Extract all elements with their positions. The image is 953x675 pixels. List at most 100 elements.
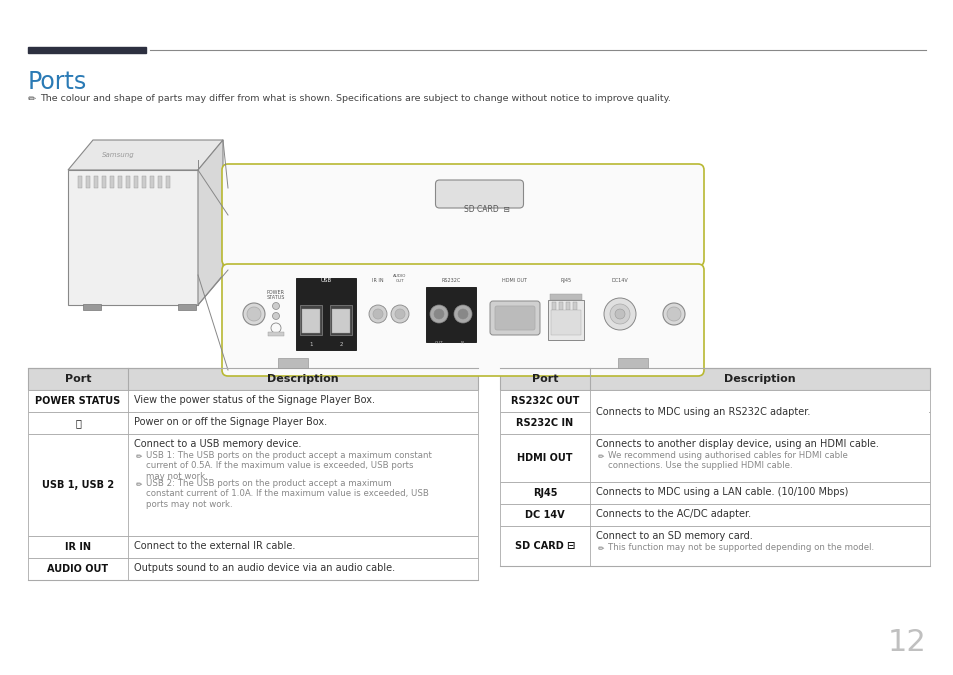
Text: The colour and shape of parts may differ from what is shown. Specifications are : The colour and shape of parts may differ… (40, 94, 670, 103)
Bar (337, 234, 350, 242)
Bar (277, 358, 308, 368)
Text: Connect to the external IR cable.: Connect to the external IR cable. (133, 541, 295, 551)
FancyBboxPatch shape (222, 264, 703, 376)
Circle shape (273, 313, 279, 319)
Bar (86, 176, 90, 188)
Bar (150, 176, 153, 188)
Bar (288, 248, 317, 258)
Text: USB 2: The USB ports on the product accept a maximum
constant current of 1.0A. I: USB 2: The USB ports on the product acce… (146, 479, 429, 509)
Polygon shape (68, 140, 223, 170)
Text: View the power status of the Signage Player Box.: View the power status of the Signage Pla… (133, 395, 375, 405)
Bar (618, 248, 647, 258)
Bar (299, 305, 322, 335)
Bar (126, 176, 130, 188)
Bar (83, 304, 101, 310)
Bar (28, 434, 477, 536)
Text: Ports: Ports (28, 70, 87, 94)
Text: SD CARD ⊟: SD CARD ⊟ (515, 541, 575, 551)
Bar (573, 302, 577, 310)
Bar (28, 536, 477, 558)
Text: Outputs sound to an audio device via an audio cable.: Outputs sound to an audio device via an … (133, 563, 395, 573)
Bar (589, 234, 601, 242)
Text: ⏻: ⏻ (75, 418, 81, 428)
Circle shape (603, 298, 636, 330)
Text: Port: Port (531, 374, 558, 384)
Bar (28, 558, 477, 580)
Text: IR IN: IR IN (65, 542, 91, 552)
Circle shape (395, 309, 405, 319)
Bar (565, 302, 569, 310)
Text: AUDIO OUT: AUDIO OUT (48, 564, 109, 574)
Text: STATUS: STATUS (267, 295, 285, 300)
Bar (499, 504, 929, 526)
Text: RJ45: RJ45 (532, 488, 557, 498)
Text: RS232C: RS232C (441, 278, 460, 283)
Text: HDMI OUT: HDMI OUT (502, 278, 527, 283)
Text: RS232C IN: RS232C IN (516, 418, 573, 428)
FancyBboxPatch shape (490, 301, 539, 335)
Text: We recommend using authorised cables for HDMI cable
connections. Use the supplie: We recommend using authorised cables for… (607, 451, 847, 470)
Bar (572, 234, 583, 242)
Text: 12: 12 (886, 628, 925, 657)
FancyBboxPatch shape (495, 306, 535, 330)
Bar (410, 234, 421, 242)
Bar (78, 176, 82, 188)
Bar (550, 294, 581, 300)
Bar (625, 234, 638, 242)
Bar (426, 287, 476, 342)
Bar (302, 234, 314, 242)
Bar (330, 305, 352, 335)
Circle shape (454, 305, 472, 323)
Text: Samsung: Samsung (102, 152, 134, 158)
Bar (374, 234, 386, 242)
Text: Connects to MDC using an RS232C adapter.: Connects to MDC using an RS232C adapter. (596, 407, 809, 417)
Bar (481, 234, 494, 242)
Bar (355, 234, 368, 242)
Bar (295, 278, 355, 350)
Bar (178, 304, 195, 310)
Bar (248, 234, 260, 242)
Text: OUT: OUT (435, 341, 443, 345)
Bar (284, 234, 295, 242)
Text: This function may not be supported depending on the model.: This function may not be supported depen… (607, 543, 873, 552)
Bar (110, 176, 113, 188)
Bar (28, 368, 477, 390)
Circle shape (391, 305, 409, 323)
Circle shape (615, 309, 624, 319)
Bar (319, 234, 332, 242)
Bar (499, 390, 929, 412)
Text: USB 1: The USB ports on the product accept a maximum constant
current of 0.5A. I: USB 1: The USB ports on the product acce… (146, 451, 432, 481)
Circle shape (434, 309, 443, 319)
Text: 2: 2 (339, 342, 342, 347)
Polygon shape (198, 140, 223, 305)
Bar (499, 526, 929, 566)
Text: Connects to MDC using a LAN cable. (10/100 Mbps): Connects to MDC using a LAN cable. (10/1… (596, 487, 847, 497)
Text: Description: Description (723, 374, 795, 384)
Circle shape (373, 309, 382, 319)
Text: RS232C OUT: RS232C OUT (510, 396, 578, 406)
Bar (499, 368, 929, 390)
Bar (166, 176, 170, 188)
Circle shape (662, 303, 684, 325)
Bar (536, 234, 547, 242)
Bar (428, 234, 439, 242)
Text: HDMI OUT: HDMI OUT (517, 453, 572, 463)
Bar (28, 412, 477, 434)
Bar (552, 302, 556, 310)
FancyBboxPatch shape (435, 180, 523, 208)
Text: ✏: ✏ (598, 543, 604, 552)
Bar (332, 309, 350, 333)
Text: ✏: ✏ (136, 451, 142, 460)
Bar (554, 234, 565, 242)
Bar (446, 234, 457, 242)
Text: POWER STATUS: POWER STATUS (35, 396, 120, 406)
Circle shape (666, 307, 680, 321)
Circle shape (273, 302, 279, 310)
Circle shape (243, 303, 265, 325)
Circle shape (457, 309, 468, 319)
Text: Connect to a USB memory device.: Connect to a USB memory device. (133, 439, 301, 449)
Text: Connect to an SD memory card.: Connect to an SD memory card. (596, 531, 752, 541)
Circle shape (247, 307, 261, 321)
Bar (142, 176, 146, 188)
Circle shape (369, 305, 387, 323)
